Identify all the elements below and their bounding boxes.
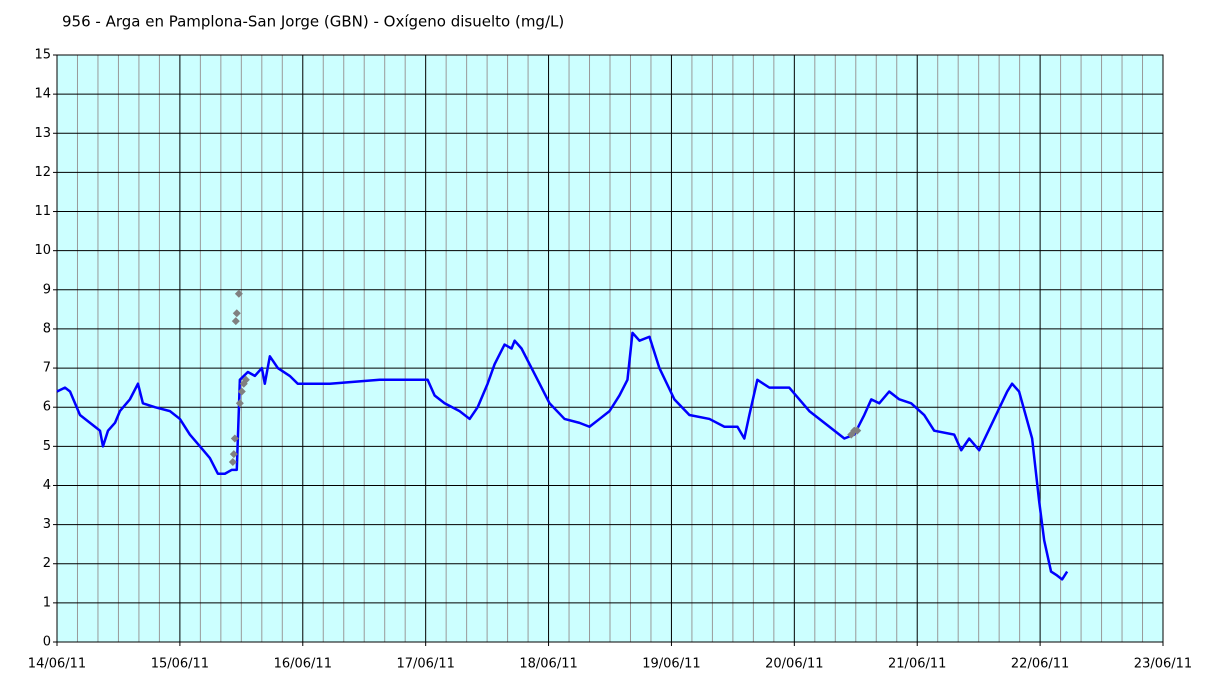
y-tick-label: 0 [43, 635, 51, 650]
y-tick-label: 8 [43, 321, 51, 336]
y-tick-label: 14 [34, 87, 51, 102]
data-point [237, 387, 246, 396]
data-point [235, 399, 244, 408]
chart-title: 956 - Arga en Pamplona-San Jorge (GBN) -… [62, 13, 564, 31]
y-tick-label: 3 [43, 517, 51, 532]
data-point [241, 375, 250, 384]
y-tick-label: 7 [43, 361, 51, 376]
x-tick-label: 23/06/11 [1134, 657, 1192, 672]
x-tick-label: 22/06/11 [1011, 657, 1069, 672]
data-point [230, 434, 239, 443]
y-tick-label: 11 [34, 204, 51, 219]
data-point [853, 426, 862, 435]
x-tick-label: 17/06/11 [396, 657, 454, 672]
data-point [234, 289, 243, 298]
x-tick-label: 20/06/11 [765, 657, 823, 672]
data-line [56, 331, 1069, 581]
x-tick-label: 14/06/11 [28, 657, 86, 672]
x-tick-label: 19/06/11 [642, 657, 700, 672]
y-tick-label: 15 [34, 48, 51, 63]
data-point [231, 317, 240, 326]
data-point [232, 309, 241, 318]
x-tick-label: 21/06/11 [888, 657, 946, 672]
y-tick-label: 12 [34, 165, 51, 180]
y-tick-label: 1 [43, 595, 51, 610]
x-tick-label: 16/06/11 [274, 657, 332, 672]
y-tick-label: 4 [43, 478, 51, 493]
y-tick-label: 10 [34, 243, 51, 258]
y-tick-label: 9 [43, 282, 51, 297]
data-point [229, 450, 238, 459]
y-tick-label: 6 [43, 400, 51, 415]
x-tick-label: 18/06/11 [519, 657, 577, 672]
y-tick-label: 13 [34, 126, 51, 141]
y-tick-label: 5 [43, 439, 51, 454]
x-tick-label: 15/06/11 [151, 657, 209, 672]
plot-border [56, 54, 1164, 643]
data-point [228, 457, 237, 466]
y-tick-label: 2 [43, 556, 51, 571]
